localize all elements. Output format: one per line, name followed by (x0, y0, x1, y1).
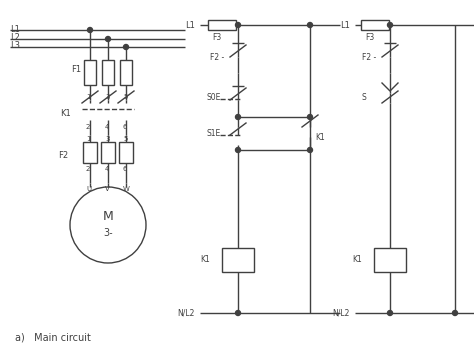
Text: N/L2: N/L2 (178, 308, 195, 317)
Circle shape (236, 22, 240, 27)
Text: 5: 5 (123, 94, 128, 100)
Text: F3: F3 (365, 33, 374, 43)
Circle shape (388, 311, 392, 316)
Bar (361, 20, 389, 30)
Circle shape (308, 147, 312, 153)
Circle shape (124, 44, 128, 49)
Text: F2 -: F2 - (210, 53, 224, 61)
Text: 3: 3 (105, 94, 109, 100)
Bar (101, 142, 115, 163)
Text: S1E: S1E (207, 129, 221, 137)
Text: L2: L2 (10, 33, 20, 43)
Text: 4: 4 (105, 166, 109, 172)
Text: a)   Main circuit: a) Main circuit (15, 332, 91, 342)
Text: 2: 2 (86, 166, 91, 172)
Text: F3: F3 (212, 33, 221, 43)
Circle shape (308, 22, 312, 27)
Text: N/L2: N/L2 (333, 308, 350, 317)
Circle shape (88, 27, 92, 33)
Circle shape (106, 37, 110, 42)
Text: 3: 3 (105, 136, 109, 142)
Text: 1: 1 (86, 94, 91, 100)
Text: 6: 6 (123, 166, 128, 172)
Text: V: V (105, 186, 110, 192)
Text: K1: K1 (200, 256, 210, 264)
Bar (83, 142, 97, 163)
Text: L1: L1 (10, 24, 20, 33)
Circle shape (236, 311, 240, 316)
Text: S: S (362, 93, 367, 102)
Bar (84, 60, 96, 85)
Bar (222, 248, 254, 272)
Text: S0E: S0E (207, 93, 221, 102)
Bar (374, 248, 406, 272)
Text: K1: K1 (352, 256, 362, 264)
Text: F1: F1 (71, 65, 81, 73)
Text: F2: F2 (58, 151, 68, 159)
Text: L1: L1 (185, 21, 195, 29)
Text: L3: L3 (10, 42, 20, 50)
Text: F2 -: F2 - (362, 53, 376, 61)
Bar (102, 60, 114, 85)
Text: L1: L1 (340, 21, 350, 29)
Text: K1: K1 (60, 109, 71, 118)
Circle shape (236, 147, 240, 153)
Text: 2: 2 (86, 124, 91, 130)
Text: 3-: 3- (103, 228, 113, 238)
Text: 5: 5 (123, 136, 128, 142)
Circle shape (308, 115, 312, 120)
Text: K1: K1 (315, 132, 325, 142)
Text: 1: 1 (86, 136, 91, 142)
Text: M: M (103, 211, 113, 224)
Text: 4: 4 (105, 124, 109, 130)
Text: W: W (123, 186, 130, 192)
Circle shape (388, 22, 392, 27)
Bar (120, 60, 132, 85)
Text: 6: 6 (123, 124, 128, 130)
Bar (119, 142, 133, 163)
Circle shape (453, 311, 457, 316)
Text: U: U (86, 186, 91, 192)
Circle shape (236, 115, 240, 120)
Bar (208, 20, 236, 30)
